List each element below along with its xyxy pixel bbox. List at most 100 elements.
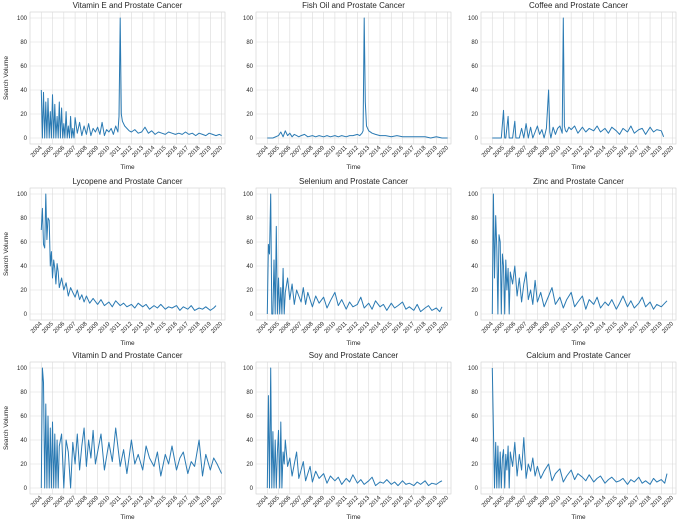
x-tick-label: 2010 [324,495,338,509]
y-tick-label: 0 [250,312,254,318]
y-tick-label: 40 [20,88,27,94]
y-tick-label: 60 [246,414,253,420]
y-tick-label: 60 [246,240,253,246]
y-tick-label: 80 [20,216,27,222]
plot-area [255,361,452,495]
x-tick-label: 2010 [549,321,563,335]
chart-title: Zinc and Prostate Cancer [533,177,624,186]
y-tick-label: 40 [246,88,253,94]
y-tick-label: 80 [246,40,253,46]
x-tick-label: 2020 [661,495,675,509]
chart-title: Calcium and Prostate Cancer [526,351,631,360]
plot-area [480,361,677,495]
chart-title: Fish Oil and Prostate Cancer [302,1,405,10]
plot-area [480,11,677,145]
y-tick-label: 0 [250,136,254,142]
y-tick-label: 60 [246,64,253,70]
x-tick-label: 2010 [98,145,112,159]
y-tick-label: 100 [17,16,28,22]
plot-area [255,11,452,145]
y-tick-label: 20 [20,462,27,468]
x-tick-label: 2020 [436,495,450,509]
subplot-5: 0204060801002004200520062007200820092010… [243,177,452,347]
plot-area [480,187,677,321]
y-tick-label: 0 [250,486,254,492]
y-tick-label: 20 [246,112,253,118]
y-tick-label: 0 [24,136,28,142]
y-tick-label: 40 [471,88,478,94]
y-tick-label: 80 [20,40,27,46]
x-tick-label: 2010 [549,495,563,509]
x-axis-label: Time [571,340,586,347]
x-tick-label: 2010 [324,321,338,335]
subplot-1: 0204060801002004200520062007200820092010… [3,1,226,171]
y-tick-label: 20 [471,112,478,118]
y-tick-label: 80 [471,390,478,396]
y-tick-label: 40 [246,438,253,444]
subplot-3: 0204060801002004200520062007200820092010… [468,1,677,171]
chart-title: Lycopene and Prostate Cancer [73,177,183,186]
y-axis-label: Search Volume [3,406,10,450]
subplot-6: 0204060801002004200520062007200820092010… [468,177,677,347]
chart-title: Selenium and Prostate Cancer [299,177,408,186]
chart-title: Soy and Prostate Cancer [309,351,399,360]
y-tick-label: 100 [243,16,254,22]
x-tick-label: 2020 [436,321,450,335]
y-tick-label: 0 [475,486,479,492]
y-tick-label: 80 [471,40,478,46]
x-tick-label: 2020 [210,495,224,509]
y-tick-label: 60 [471,414,478,420]
y-tick-label: 20 [471,462,478,468]
chart-title: Coffee and Prostate Cancer [529,1,628,10]
y-tick-label: 20 [20,288,27,294]
y-tick-label: 40 [471,264,478,270]
y-tick-label: 40 [20,438,27,444]
x-tick-label: 2010 [98,321,112,335]
x-axis-label: Time [571,514,586,519]
series-line [492,17,665,139]
series-line [266,193,443,315]
y-tick-label: 60 [471,240,478,246]
plot-area [255,187,452,321]
x-axis-label: Time [120,164,135,171]
subplot-8: 0204060801002004200520062007200820092010… [243,351,452,519]
x-tick-label: 2010 [549,145,563,159]
y-tick-label: 100 [17,192,28,198]
x-axis-label: Time [346,164,361,171]
y-tick-label: 20 [471,288,478,294]
x-tick-label: 2020 [210,145,224,159]
x-axis-label: Time [120,514,135,519]
y-tick-label: 20 [246,462,253,468]
y-tick-label: 60 [20,414,27,420]
x-tick-label: 2010 [98,495,112,509]
y-tick-label: 20 [246,288,253,294]
x-axis-label: Time [120,340,135,347]
y-tick-label: 80 [471,216,478,222]
series-line [40,17,222,139]
x-axis-label: Time [571,164,586,171]
x-tick-label: 2020 [661,321,675,335]
y-tick-label: 100 [468,366,479,372]
y-tick-label: 60 [20,240,27,246]
y-tick-label: 0 [24,486,28,492]
y-tick-label: 100 [243,366,254,372]
chart-title: Vitamin D and Prostate Cancer [72,351,182,360]
y-tick-label: 0 [475,136,479,142]
subplot-4: 0204060801002004200520062007200820092010… [3,177,226,347]
subplot-7: 0204060801002004200520062007200820092010… [3,351,226,519]
y-axis-label: Search Volume [3,232,10,276]
y-tick-label: 100 [468,192,479,198]
series-line [267,17,448,139]
y-tick-label: 80 [246,390,253,396]
y-tick-label: 60 [20,64,27,70]
x-axis-label: Time [346,340,361,347]
x-tick-label: 2020 [436,145,450,159]
x-tick-label: 2010 [324,145,338,159]
y-axis-label: Search Volume [3,56,10,100]
subplot-2: 0204060801002004200520062007200820092010… [243,1,452,171]
y-tick-label: 40 [246,264,253,270]
plot-area [29,187,226,321]
plot-area [29,11,226,145]
y-tick-label: 40 [20,264,27,270]
